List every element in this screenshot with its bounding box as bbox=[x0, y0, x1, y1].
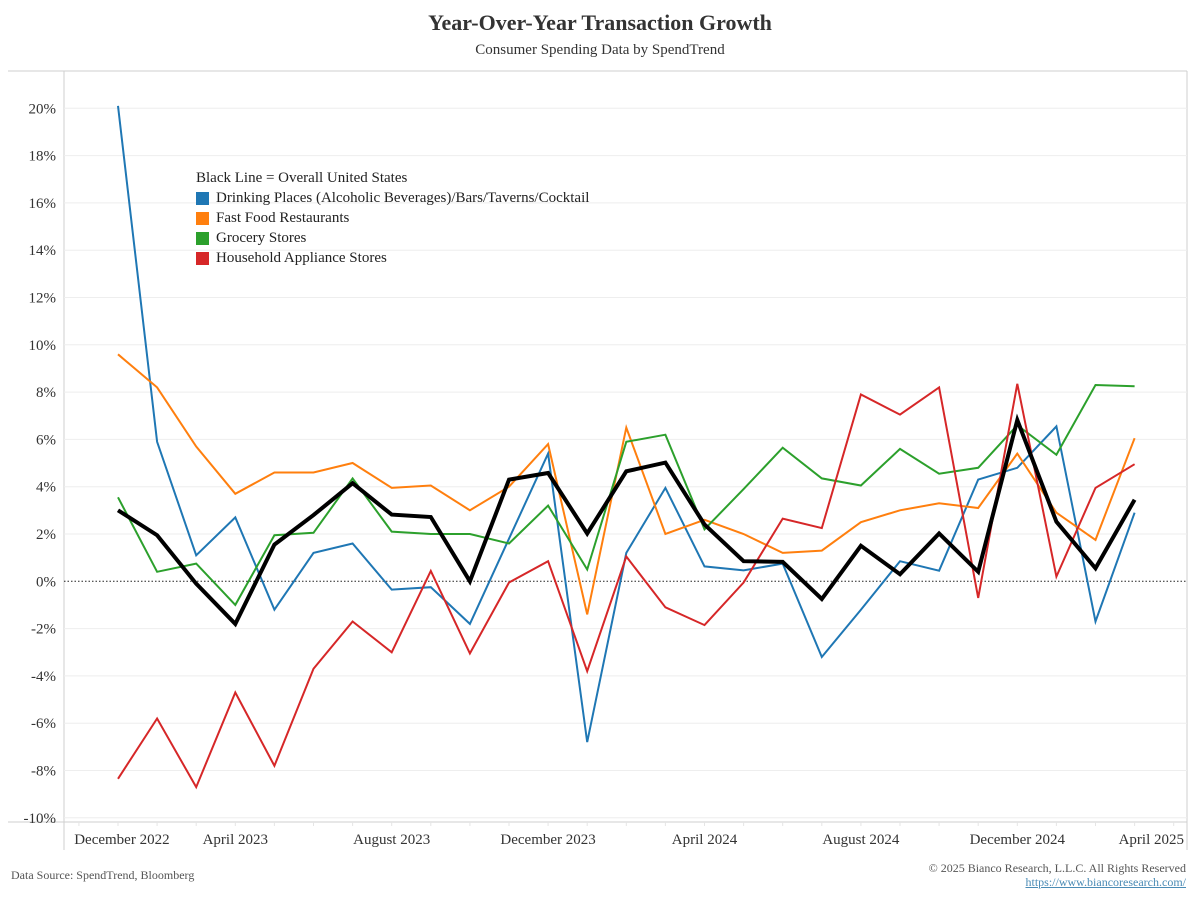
legend-item-grocery: Grocery Stores bbox=[196, 228, 589, 248]
legend-swatch-green bbox=[196, 231, 209, 245]
chart-title: Year-Over-Year Transaction Growth bbox=[428, 10, 772, 35]
copyright-text: © 2025 Bianco Research, L.L.C. All Right… bbox=[928, 861, 1186, 875]
website-link[interactable]: https://www.biancoresearch.com/ bbox=[1025, 875, 1186, 889]
series-line-household-appliance-stores bbox=[117, 383, 1136, 790]
legend-item-drinking-places: Drinking Places (Alcoholic Beverages)/Ba… bbox=[196, 188, 589, 208]
legend-note: Black Line = Overall United States bbox=[196, 168, 589, 188]
x-tick-label: August 2024 bbox=[822, 832, 900, 848]
y-tick-label: 10% bbox=[29, 338, 57, 354]
x-tick-label: December 2023 bbox=[500, 832, 595, 848]
x-axis-ticks: December 2022 April 2023 August 2023 Decemb… bbox=[74, 822, 1184, 848]
y-tick-label: 2% bbox=[36, 527, 56, 543]
x-tick-label: December 2024 bbox=[970, 832, 1066, 848]
y-axis-ticks: -10% -8% -6% -4% -2% 0% 2% 4% 6% 8% 10% 12% 14% 16% 18… bbox=[24, 101, 57, 827]
y-tick-label: 16% bbox=[29, 196, 57, 212]
y-tick-label: 14% bbox=[29, 243, 57, 259]
x-tick-label: December 2022 bbox=[74, 832, 169, 848]
legend-label: Grocery Stores bbox=[216, 230, 307, 246]
y-tick-label: 20% bbox=[29, 101, 57, 117]
legend-note-text: Black Line = Overall United States bbox=[196, 170, 408, 186]
legend-item-fast-food: Fast Food Restaurants bbox=[196, 208, 589, 228]
x-tick-label: April 2024 bbox=[672, 832, 738, 848]
legend-label: Household Appliance Stores bbox=[216, 250, 387, 266]
gridlines bbox=[64, 107, 1187, 819]
y-tick-label: 8% bbox=[36, 385, 56, 401]
legend-swatch-red bbox=[196, 251, 209, 265]
y-tick-label: 4% bbox=[36, 480, 56, 496]
series-lines bbox=[116, 105, 1137, 790]
copyright-block: © 2025 Bianco Research, L.L.C. All Right… bbox=[929, 861, 1186, 889]
y-tick-label: -2% bbox=[31, 622, 56, 638]
legend-label: Fast Food Restaurants bbox=[216, 210, 350, 226]
legend: Black Line = Overall United States Drink… bbox=[196, 168, 589, 268]
y-tick-label: 12% bbox=[29, 291, 57, 307]
data-source-note: Data Source: SpendTrend, Bloomberg bbox=[11, 868, 195, 882]
y-tick-label: -8% bbox=[31, 764, 56, 780]
series-line-fast-food-restaurants bbox=[117, 353, 1136, 615]
plot-frame bbox=[8, 70, 1188, 850]
y-tick-label: 0% bbox=[36, 574, 56, 590]
chart-subtitle: Consumer Spending Data by SpendTrend bbox=[475, 42, 725, 58]
legend-item-household-appliance: Household Appliance Stores bbox=[196, 248, 589, 268]
y-tick-label: -6% bbox=[31, 716, 56, 732]
y-tick-label: 6% bbox=[36, 432, 56, 448]
legend-swatch-orange bbox=[196, 211, 209, 225]
legend-swatch-blue bbox=[196, 191, 209, 205]
y-tick-label: -4% bbox=[31, 669, 56, 685]
series-line-drinking-places-alcoholic-beverages-bars-taverns-cocktail bbox=[117, 105, 1136, 743]
legend-label: Drinking Places (Alcoholic Beverages)/Ba… bbox=[216, 190, 590, 206]
x-tick-label: August 2023 bbox=[353, 832, 430, 848]
x-tick-label: April 2025 bbox=[1119, 832, 1184, 848]
y-tick-label: -10% bbox=[24, 811, 57, 827]
series-line-overall-united-states bbox=[116, 413, 1137, 628]
y-tick-label: 18% bbox=[29, 149, 57, 165]
x-tick-label: April 2023 bbox=[203, 832, 268, 848]
